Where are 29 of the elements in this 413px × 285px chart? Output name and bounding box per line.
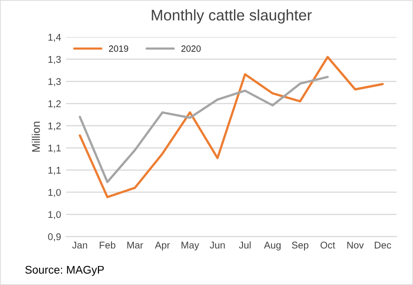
line-series: [78, 76, 329, 184]
y-tick-label: 1,0: [48, 188, 61, 197]
line-series: [78, 56, 384, 198]
x-tick-label: Feb: [100, 241, 116, 249]
y-tick-label: 1,2: [48, 122, 61, 130]
x-tick-label: Jul: [238, 241, 251, 249]
x-tick-label: Nov: [347, 242, 364, 249]
y-tick-label: 1,4: [48, 34, 61, 42]
source-note: Source: MAGyP: [25, 266, 104, 276]
x-tick-label: Sep: [292, 242, 308, 250]
x-tick-label: May: [182, 242, 200, 250]
y-tick-label: 1,1: [48, 144, 61, 153]
legend-label: 2019: [108, 45, 128, 52]
legend-label: 2020: [181, 45, 201, 52]
x-tick-label: Dec: [374, 242, 392, 249]
y-tick-label: 0,9: [48, 233, 61, 242]
x-tick-label: Mar: [127, 242, 144, 249]
y-tick-label: 1,3: [48, 56, 61, 64]
x-tick-label: Aug: [264, 242, 281, 250]
x-tick-label: Jun: [210, 242, 225, 249]
y-axis-title: Million: [32, 122, 40, 152]
y-tick-label: 1,3: [48, 78, 61, 86]
x-tick-label: Apr: [154, 242, 170, 250]
x-tick-label: Jan: [72, 242, 88, 249]
y-tick-label: 1,0: [48, 211, 61, 220]
y-tick-label: 1,1: [48, 166, 61, 175]
y-tick-label: 1,2: [48, 100, 61, 108]
chart-title: Monthly cattle slaughter: [152, 9, 312, 24]
x-tick-label: Oct: [320, 242, 336, 249]
